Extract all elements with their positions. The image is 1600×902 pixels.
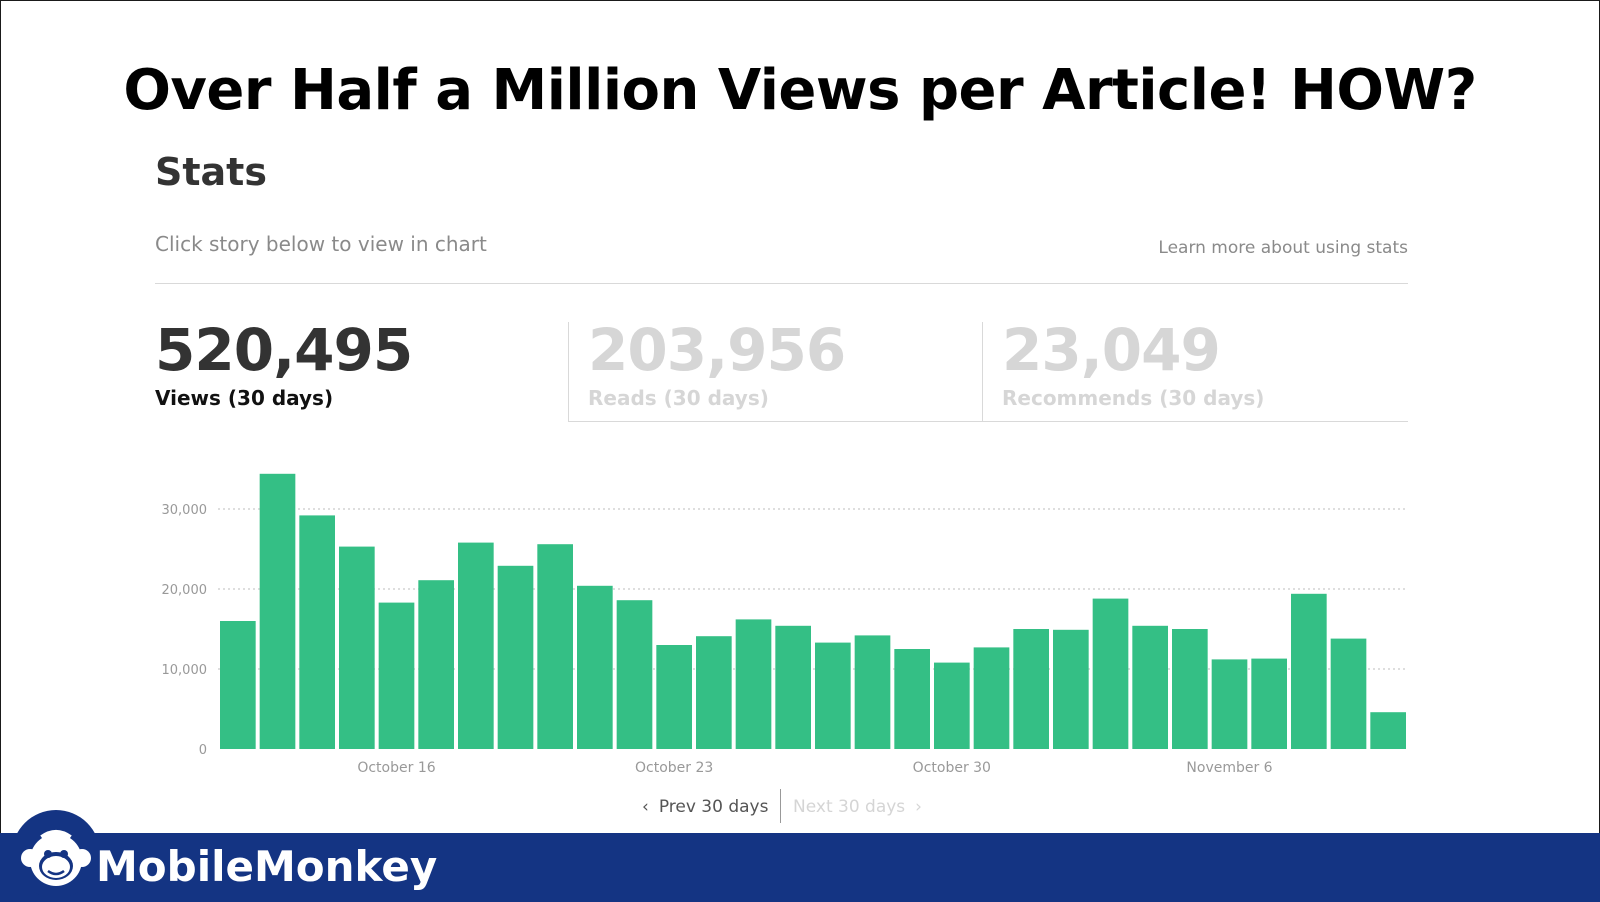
metric-bottom-border (568, 421, 1408, 422)
prev-30-days-button[interactable]: ‹ Prev 30 days (642, 797, 768, 817)
bar-nov-10[interactable] (1370, 712, 1406, 749)
bar-oct-16[interactable] (378, 602, 415, 749)
metric-reads-label: Reads (30 days) (588, 386, 769, 410)
metric-recommends-value: 23,049 (1002, 316, 1221, 384)
brand-logo (12, 810, 100, 898)
prev-label: Prev 30 days (658, 797, 769, 817)
brand-name: MobileMonkey (96, 842, 438, 891)
bar-oct-28[interactable] (854, 635, 891, 749)
bar-oct-18[interactable] (458, 542, 494, 749)
metric-views-label: Views (30 days) (155, 386, 334, 410)
bar-oct-19[interactable] (497, 565, 534, 749)
header-divider (155, 283, 1408, 284)
metric-divider-mid (982, 322, 983, 422)
bar-oct-24[interactable] (696, 636, 732, 749)
chevron-left-icon: ‹ (642, 797, 649, 817)
bar-nov-5[interactable] (1172, 629, 1208, 749)
bar-oct-15[interactable] (339, 546, 375, 749)
x-tick-label: October 16 (357, 760, 435, 776)
metric-recommends[interactable]: 23,049 Recommends (30 days) (1002, 320, 1264, 410)
bar-nov-2[interactable] (1053, 629, 1089, 749)
headline: Over Half a Million Views per Article! H… (123, 58, 1477, 123)
bar-oct-14[interactable] (299, 515, 335, 749)
learn-more-link[interactable]: Learn more about using stats (1158, 238, 1408, 258)
next-30-days-button[interactable]: Next 30 days › (793, 797, 922, 817)
page-title: Stats (155, 150, 267, 194)
bar-nov-7[interactable] (1251, 658, 1287, 749)
metric-views-value: 520,495 (155, 316, 413, 384)
next-label: Next 30 days (793, 797, 906, 817)
subtitle: Click story below to view in chart (155, 232, 487, 256)
y-tick-label: 20,000 (162, 583, 208, 598)
views-bar-chart: 0 10,000 20,000 30,000 October 16 October 23 O… (162, 473, 1408, 776)
bar-oct-29[interactable] (894, 649, 930, 749)
x-tick-label: November 6 (1186, 760, 1272, 776)
bar-oct-23[interactable] (656, 645, 692, 749)
metric-divider-left (568, 322, 569, 422)
bar-oct-17[interactable] (418, 580, 454, 749)
x-tick-label: October 30 (913, 760, 991, 776)
metric-reads-value: 203,956 (588, 316, 846, 384)
bar-nov-9[interactable] (1330, 638, 1367, 749)
metric-views[interactable]: 520,495 Views (30 days) (155, 316, 413, 410)
bar-oct-31[interactable] (973, 647, 1010, 749)
bar-nov-3[interactable] (1092, 598, 1129, 749)
bar-nov-6[interactable] (1211, 659, 1248, 749)
brand-bar (0, 833, 1600, 902)
bar-nov-4[interactable] (1132, 625, 1168, 749)
bar-oct-21[interactable] (577, 585, 613, 749)
bar-oct-13[interactable] (259, 473, 296, 749)
y-tick-label: 10,000 (162, 663, 208, 678)
pager: ‹ Prev 30 days Next 30 days › (0, 789, 1600, 827)
x-tick-label: October 23 (635, 760, 713, 776)
bar-nov-1[interactable] (1013, 629, 1049, 749)
monkey-face-icon (21, 830, 91, 886)
chevron-right-icon: › (915, 797, 922, 817)
bar-oct-30[interactable] (934, 662, 970, 749)
bar-oct-20[interactable] (537, 544, 573, 749)
metric-reads[interactable]: 203,956 Reads (30 days) (588, 316, 846, 410)
pager-separator (780, 789, 781, 823)
bar-oct-25[interactable] (735, 619, 772, 749)
y-tick-label: 30,000 (162, 503, 208, 518)
bar-oct-22[interactable] (616, 600, 653, 749)
bar-oct-26[interactable] (775, 625, 811, 749)
bar-oct-12[interactable] (220, 621, 256, 749)
y-tick-label: 0 (199, 743, 207, 758)
metric-recommends-label: Recommends (30 days) (1002, 386, 1265, 410)
bar-oct-27[interactable] (815, 642, 851, 749)
bar-nov-8[interactable] (1291, 593, 1327, 749)
